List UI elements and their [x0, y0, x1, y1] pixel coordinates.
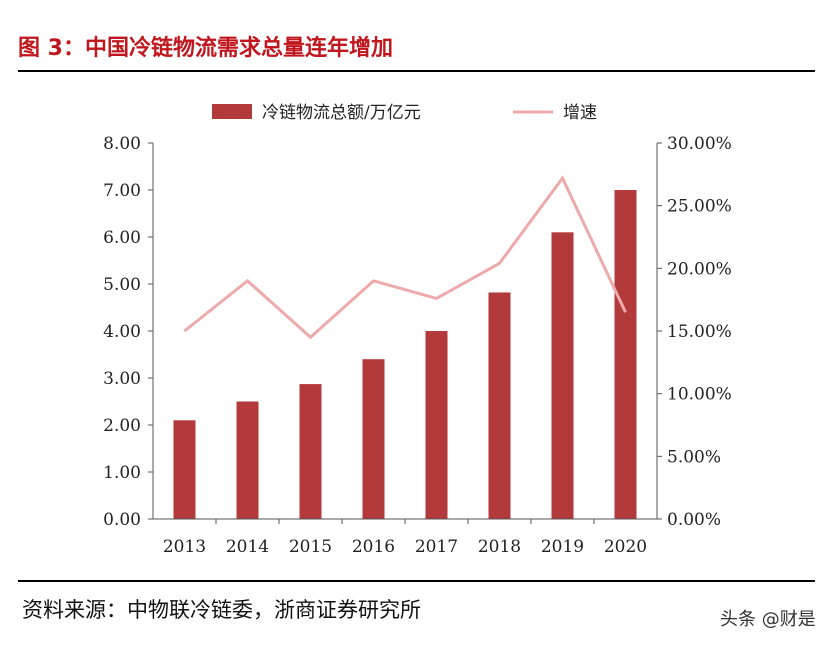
- right-tick-label: 15.00%: [667, 322, 732, 342]
- title-divider: [18, 70, 815, 72]
- left-tick-label: 7.00: [103, 181, 141, 201]
- right-tick-label: 0.00%: [667, 510, 721, 530]
- bar-2018: [488, 292, 511, 519]
- chart: 冷链物流总额/万亿元 增速 0.00 1.00 2.00 3.00 4.00 5.00 6.0…: [103, 103, 732, 557]
- x-tick-label: 2020: [604, 537, 647, 557]
- left-tick-label: 4.00: [103, 322, 141, 342]
- right-tick-label: 30.00%: [667, 134, 732, 154]
- left-tick-label: 5.00: [103, 275, 141, 295]
- left-tick-label: 2.00: [103, 416, 141, 436]
- x-tick-label: 2015: [289, 537, 332, 557]
- x-tick-label: 2014: [226, 537, 269, 557]
- bar-2015: [299, 384, 322, 519]
- right-tick-label: 25.00%: [667, 197, 732, 217]
- right-tick-label: 20.00%: [667, 259, 732, 279]
- right-tick-label: 10.00%: [667, 385, 732, 405]
- source-note: 资料来源：中物联冷链委，浙商证券研究所: [22, 598, 421, 622]
- bar-2014: [236, 401, 259, 519]
- left-tick-label: 6.00: [103, 228, 141, 248]
- watermark: 头条 @财是: [720, 609, 816, 630]
- legend-bar-label: 冷链物流总额/万亿元: [262, 103, 421, 123]
- bar-2013: [173, 420, 196, 519]
- x-tick-label: 2017: [415, 537, 458, 557]
- bar-2020: [614, 190, 637, 519]
- x-tick-label: 2013: [163, 537, 206, 557]
- growth-line: [183, 175, 627, 340]
- right-tick-label: 5.00%: [667, 447, 721, 467]
- left-tick-label: 1.00: [103, 463, 141, 483]
- left-tick-label: 0.00: [103, 510, 141, 530]
- axes: 0.00 1.00 2.00 3.00 4.00 5.00 6.00 7.00 8.00 0.00…: [103, 134, 732, 557]
- legend: 冷链物流总额/万亿元 增速: [212, 103, 597, 123]
- left-tick-label: 3.00: [103, 369, 141, 389]
- legend-bar-swatch: [212, 104, 252, 119]
- figure-title: 图 3：中国冷链物流需求总量连年增加: [18, 36, 393, 61]
- growth-line-series: [183, 175, 627, 340]
- legend-line-label: 增速: [563, 103, 597, 123]
- left-tick-label: 8.00: [103, 134, 141, 154]
- x-tick-label: 2019: [541, 537, 584, 557]
- source-divider: [18, 580, 815, 582]
- bar-2019: [551, 232, 574, 520]
- bar-2016: [362, 359, 385, 519]
- bar-2017: [425, 331, 448, 519]
- bar-series: [173, 190, 637, 520]
- x-tick-label: 2016: [352, 537, 395, 557]
- x-tick-label: 2018: [478, 537, 521, 557]
